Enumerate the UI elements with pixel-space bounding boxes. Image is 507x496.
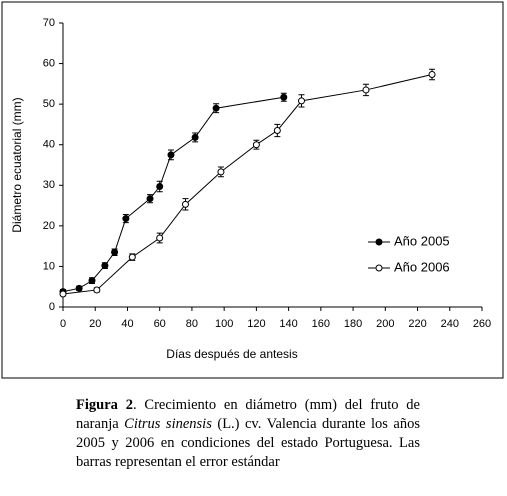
data-point (75, 284, 83, 292)
caption-text: . Crecimiento en diámetro (mm) del fruto… (76, 397, 420, 432)
x-tick-label: 220 (408, 318, 426, 330)
x-tick-label: 160 (312, 318, 330, 330)
y-tick-label: 40 (43, 139, 55, 151)
data-point (122, 215, 130, 223)
y-tick-label: 0 (49, 301, 55, 313)
data-point (156, 234, 164, 242)
legend-label: Año 2006 (394, 259, 450, 274)
data-point (191, 133, 199, 141)
y-tick-label: 50 (43, 98, 55, 110)
data-point (156, 183, 164, 191)
y-tick-label: 20 (43, 220, 55, 232)
x-axis-title: Días después de antesis (166, 347, 297, 361)
frame (1, 1, 504, 379)
x-tick-label: 100 (215, 318, 233, 330)
data-point (362, 86, 370, 94)
x-tick-label: 180 (344, 318, 362, 330)
legend-label: Año 2005 (394, 233, 450, 248)
x-tick-label: 140 (279, 318, 297, 330)
x-tick-label: 40 (121, 318, 133, 330)
data-point (273, 127, 281, 135)
data-point (298, 97, 306, 105)
caption: Figura 2. Crecimiento en diámetro (mm) d… (76, 396, 420, 472)
data-point (93, 286, 101, 294)
y-tick-label: 60 (43, 57, 55, 69)
data-point (146, 195, 154, 203)
caption-text: (L.) cv. Valencia durante los años 2005 … (76, 416, 420, 470)
data-point (128, 253, 136, 261)
x-tick-label: 60 (154, 318, 166, 330)
data-point (252, 141, 260, 149)
y-axis-title: Diámetro ecuatorial (mm) (10, 97, 24, 232)
data-point (428, 71, 436, 79)
x-tick-label: 260 (473, 318, 491, 330)
data-point (280, 93, 288, 101)
data-point (111, 248, 119, 256)
x-tick-label: 120 (247, 318, 265, 330)
data-point (88, 277, 96, 285)
data-point (217, 168, 225, 176)
caption-species: Citrus sinensis (124, 416, 212, 432)
x-tick-label: 80 (186, 318, 198, 330)
legend-marker (375, 238, 383, 246)
x-tick-label: 200 (376, 318, 394, 330)
data-point (212, 104, 220, 112)
x-tick-label: 240 (441, 318, 459, 330)
caption-label: Figura 2 (76, 397, 133, 413)
series-line (62, 96, 284, 293)
legend-marker (375, 264, 383, 272)
series-line (62, 74, 433, 295)
data-point (101, 262, 109, 270)
x-tick-label: 20 (89, 318, 101, 330)
data-point (59, 290, 67, 298)
chart: Días después de antesis Diámetro ecuator… (1, 1, 504, 379)
x-tick-label: 0 (60, 318, 66, 330)
y-tick-label: 10 (43, 260, 55, 272)
y-tick-label: 70 (43, 17, 55, 29)
y-tick-label: 30 (43, 179, 55, 191)
data-point (167, 151, 175, 159)
data-point (181, 200, 189, 208)
